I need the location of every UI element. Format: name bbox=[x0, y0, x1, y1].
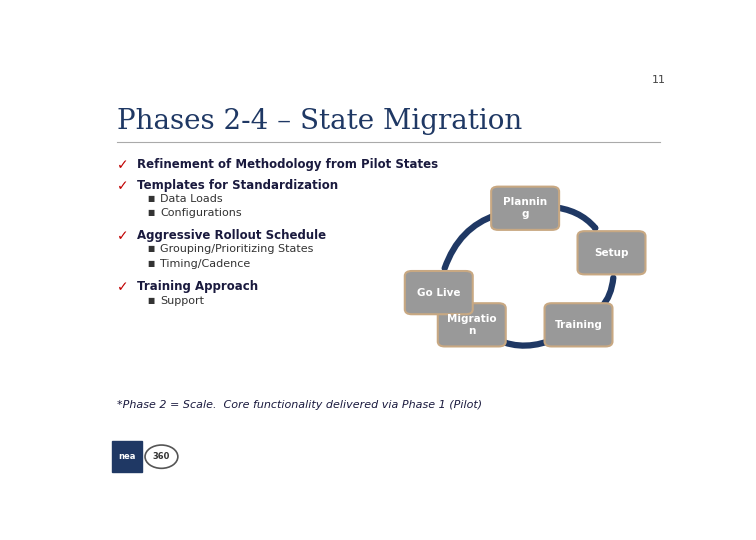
FancyArrowPatch shape bbox=[439, 297, 449, 315]
Text: ■: ■ bbox=[147, 259, 154, 268]
Text: ✓: ✓ bbox=[116, 229, 129, 243]
FancyArrowPatch shape bbox=[550, 207, 595, 228]
Text: Phases 2-4 – State Migration: Phases 2-4 – State Migration bbox=[116, 109, 522, 136]
FancyArrowPatch shape bbox=[602, 278, 613, 307]
Text: Training: Training bbox=[555, 320, 603, 330]
Text: ✓: ✓ bbox=[116, 158, 129, 172]
FancyBboxPatch shape bbox=[578, 231, 646, 274]
Text: Migratio
n: Migratio n bbox=[447, 314, 497, 336]
FancyArrowPatch shape bbox=[497, 338, 557, 346]
Text: nea: nea bbox=[119, 452, 136, 461]
Text: Timing/Cadence: Timing/Cadence bbox=[160, 259, 250, 269]
Text: Aggressive Rollout Schedule: Aggressive Rollout Schedule bbox=[137, 229, 326, 242]
Text: Plannin
g: Plannin g bbox=[503, 198, 547, 219]
FancyBboxPatch shape bbox=[404, 271, 472, 314]
Text: Training Approach: Training Approach bbox=[137, 280, 258, 293]
Text: 11: 11 bbox=[652, 75, 666, 85]
FancyBboxPatch shape bbox=[544, 303, 612, 347]
Text: 360: 360 bbox=[153, 452, 170, 461]
Text: Templates for Standardization: Templates for Standardization bbox=[137, 179, 338, 192]
Text: Refinement of Methodology from Pilot States: Refinement of Methodology from Pilot Sta… bbox=[137, 158, 438, 171]
Text: Data Loads: Data Loads bbox=[160, 194, 223, 204]
Text: ■: ■ bbox=[147, 245, 154, 253]
FancyArrowPatch shape bbox=[445, 215, 496, 268]
FancyBboxPatch shape bbox=[491, 187, 559, 230]
Text: ✓: ✓ bbox=[116, 179, 129, 193]
Text: Support: Support bbox=[160, 295, 204, 306]
Text: Setup: Setup bbox=[594, 248, 629, 258]
FancyBboxPatch shape bbox=[438, 303, 506, 347]
FancyBboxPatch shape bbox=[112, 441, 142, 472]
Text: Go Live: Go Live bbox=[417, 288, 460, 298]
Text: ■: ■ bbox=[147, 295, 154, 305]
Text: ✓: ✓ bbox=[116, 280, 129, 294]
Text: *Phase 2 = Scale.  Core functionality delivered via Phase 1 (Pilot): *Phase 2 = Scale. Core functionality del… bbox=[116, 400, 482, 409]
Text: ■: ■ bbox=[147, 194, 154, 202]
Text: ■: ■ bbox=[147, 208, 154, 217]
Text: Grouping/Prioritizing States: Grouping/Prioritizing States bbox=[160, 245, 314, 254]
Text: Configurations: Configurations bbox=[160, 208, 242, 218]
